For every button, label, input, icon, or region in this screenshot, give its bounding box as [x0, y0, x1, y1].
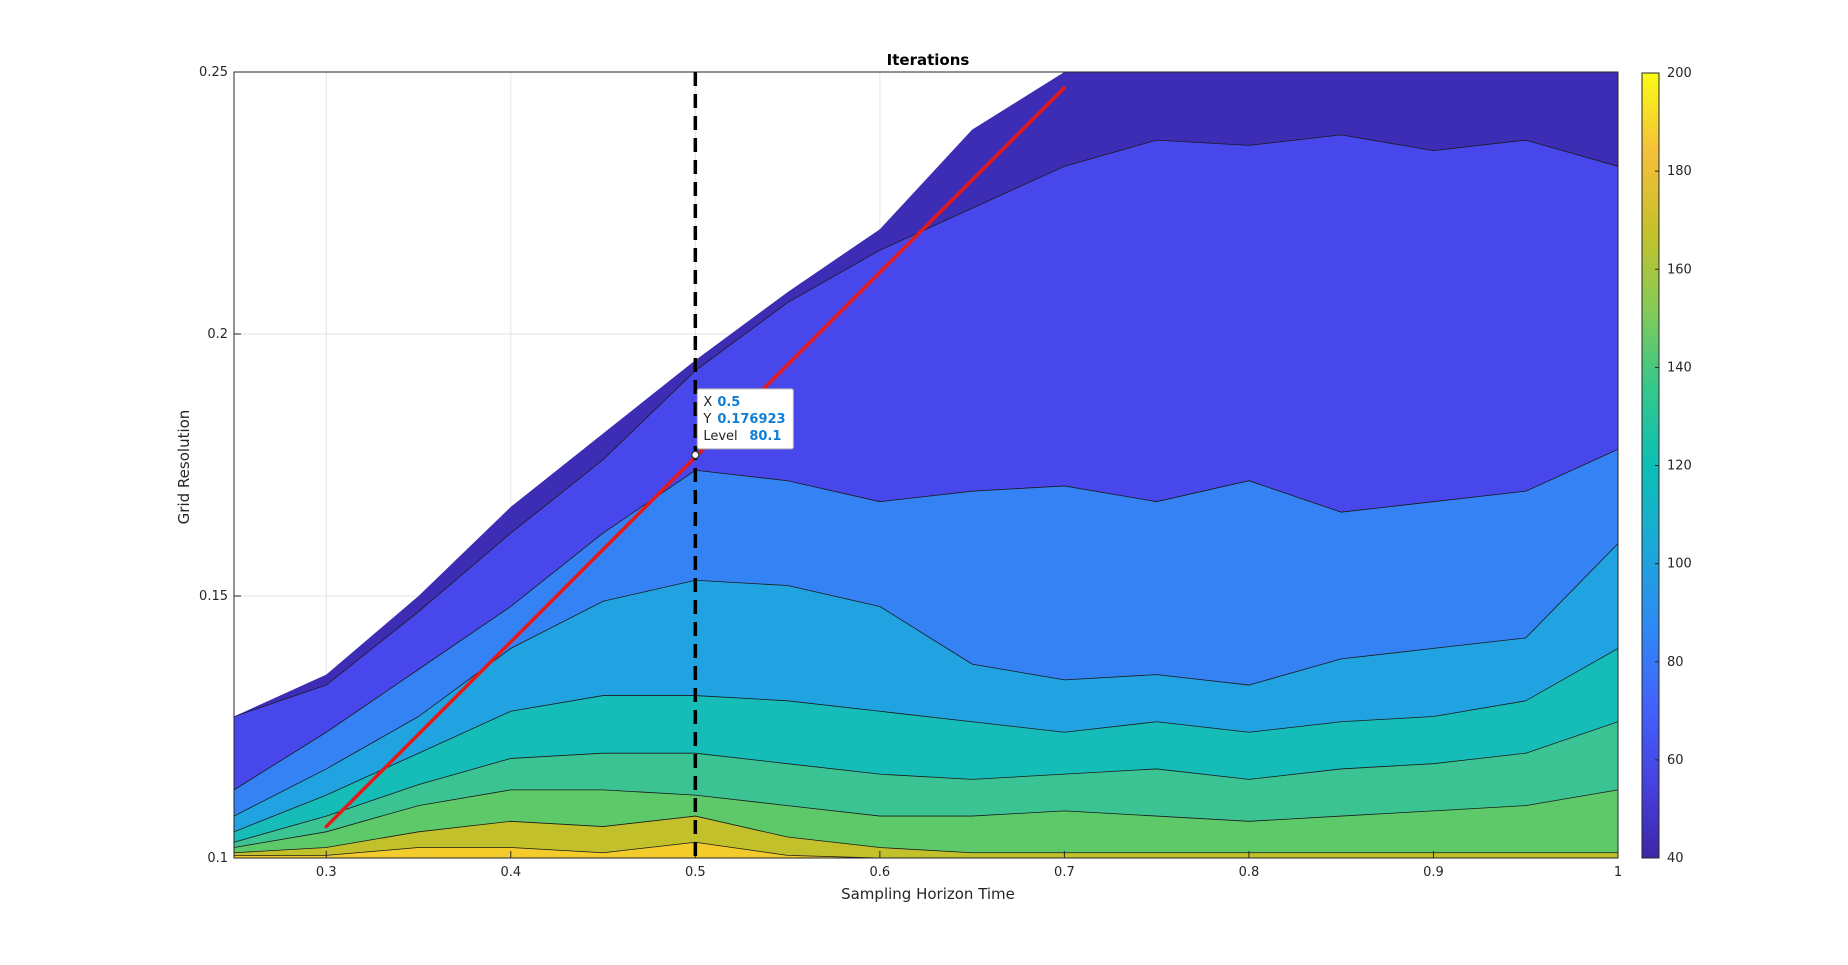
chart-title: Iterations: [887, 51, 970, 69]
colorbar-tick-label: 60: [1667, 753, 1684, 768]
datatip-key: Y: [702, 412, 711, 427]
contour-bands: [234, 72, 1618, 858]
colorbar-tick-label: 180: [1667, 164, 1692, 179]
plot-area[interactable]: [233, 71, 1619, 860]
datatip-box: [696, 388, 794, 450]
colorbar-tick-label: 40: [1667, 851, 1684, 866]
x-tick-label: 0.7: [1054, 865, 1075, 880]
contour-bands-inner: [234, 72, 1618, 858]
x-tick-label: 0.6: [870, 865, 891, 880]
x-tick-label: 0.5: [685, 865, 706, 880]
y-tick-label: 0.15: [199, 589, 228, 604]
colorbar-tick-label: 120: [1667, 459, 1692, 474]
x-tick-label: 0.9: [1423, 865, 1444, 880]
x-tick-label: 0.3: [316, 865, 337, 880]
x-axis-label: Sampling Horizon Time: [841, 885, 1015, 903]
datatip-value: 0.176923: [717, 412, 785, 427]
datatip-value: 0.5: [717, 395, 740, 410]
y-tick-label: 0.1: [207, 851, 228, 866]
x-axis: 0.3 0.4 0.5 0.6 0.7 0.8 0.9 1: [316, 851, 1622, 880]
y-tick-label: 0.25: [199, 65, 228, 80]
contour-band: [234, 815, 1618, 858]
colorbar[interactable]: 40 60 80 100 120 140 160 180 200: [1641, 66, 1692, 866]
colorbar-tick-label: 200: [1667, 66, 1692, 81]
x-tick-label: 0.8: [1239, 865, 1260, 880]
contour-band: [234, 841, 1618, 858]
datatip-value: 80.1: [749, 429, 781, 444]
colorbar-tick-label: 140: [1667, 360, 1692, 375]
datatip-key: X: [703, 395, 712, 410]
datatip-marker: [691, 450, 700, 460]
y-axis-label: Grid Resolution: [175, 410, 193, 525]
datatip[interactable]: X 0.5 Y 0.176923 Level 80.1: [691, 388, 794, 460]
y-axis: 0.1 0.15 0.2 0.25: [199, 65, 241, 866]
y-tick-label: 0.2: [207, 327, 228, 342]
x-tick-label: 0.4: [500, 865, 521, 880]
datatip-key: Level: [703, 429, 737, 444]
colorbar-tick-label: 80: [1667, 655, 1684, 670]
x-tick-label: 1: [1614, 865, 1622, 880]
plot-frame: [233, 71, 1619, 859]
colorbar-tick-label: 160: [1667, 262, 1692, 277]
colorbar-tick-label: 100: [1667, 557, 1692, 572]
